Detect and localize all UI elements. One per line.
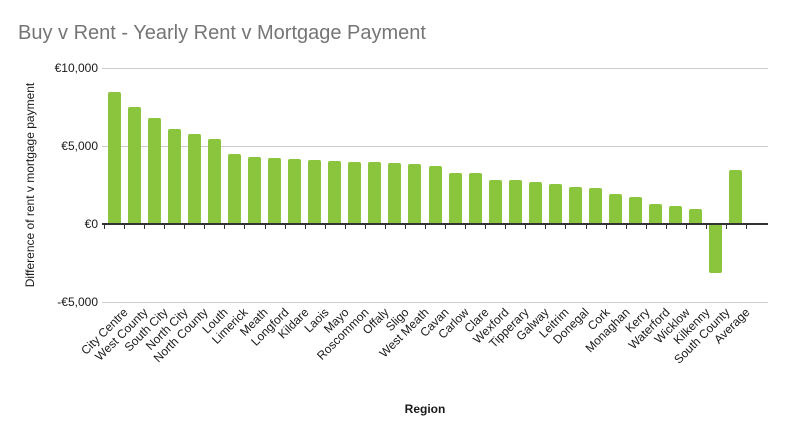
bar-kerry[interactable] <box>629 197 642 224</box>
bar-south-city[interactable] <box>148 118 161 224</box>
bar-meath[interactable] <box>248 157 261 224</box>
x-axis-tick <box>405 224 406 229</box>
bar-wicklow[interactable] <box>669 206 682 224</box>
x-axis-tick <box>265 224 266 229</box>
x-axis-tick <box>285 224 286 229</box>
x-axis-tick <box>204 224 205 229</box>
x-axis-tick <box>425 224 426 229</box>
x-axis-tick <box>586 224 587 229</box>
bar-kilkenny[interactable] <box>689 209 702 224</box>
gridline--5000 <box>102 302 768 303</box>
bar-limerick[interactable] <box>228 154 241 224</box>
bar-average[interactable] <box>729 170 742 224</box>
bar-waterford[interactable] <box>649 204 662 224</box>
x-axis-tick <box>565 224 566 229</box>
x-axis-tick <box>244 224 245 229</box>
ytick-label-10000: €10,000 <box>54 61 98 75</box>
bar-south-county[interactable] <box>709 225 722 273</box>
x-axis-tick <box>545 224 546 229</box>
x-axis-tick <box>726 224 727 229</box>
x-axis-tick <box>686 224 687 229</box>
x-axis-tick <box>626 224 627 229</box>
bar-leitrim[interactable] <box>549 184 562 224</box>
zero-axis-line <box>102 223 768 225</box>
x-axis-tick <box>746 224 747 229</box>
ytick-label--5000: -€5,000 <box>57 295 98 309</box>
gridline-10000 <box>102 68 768 69</box>
x-axis-tick <box>505 224 506 229</box>
bar-north-city[interactable] <box>168 129 181 224</box>
bar-monaghan[interactable] <box>609 194 622 224</box>
x-axis-tick <box>365 224 366 229</box>
x-axis-tick <box>305 224 306 229</box>
x-axis-tick <box>104 224 105 229</box>
bar-clare[interactable] <box>469 173 482 224</box>
x-axis-title: Region <box>404 402 446 416</box>
x-axis-tick <box>224 224 225 229</box>
bar-mayo[interactable] <box>328 161 341 224</box>
bar-offaly[interactable] <box>368 162 381 224</box>
bar-wexford[interactable] <box>489 180 502 224</box>
x-axis-tick <box>465 224 466 229</box>
bar-galway[interactable] <box>529 182 542 224</box>
x-axis-tick <box>606 224 607 229</box>
ytick-label-5000: €5,000 <box>61 139 98 153</box>
bar-donegal[interactable] <box>569 187 582 224</box>
x-axis-tick <box>706 224 707 229</box>
x-axis-tick <box>646 224 647 229</box>
bar-north-county[interactable] <box>188 134 201 224</box>
bar-sligo[interactable] <box>388 163 401 224</box>
x-axis-tick <box>124 224 125 229</box>
bar-cork[interactable] <box>589 188 602 224</box>
bar-west-county[interactable] <box>128 107 141 224</box>
x-axis-tick <box>345 224 346 229</box>
bar-city-centre[interactable] <box>108 92 121 224</box>
bar-longford[interactable] <box>268 158 281 224</box>
x-axis-tick <box>525 224 526 229</box>
x-axis-tick <box>666 224 667 229</box>
bar-cavan[interactable] <box>429 166 442 224</box>
chart-title: Buy v Rent - Yearly Rent v Mortgage Paym… <box>18 22 426 44</box>
x-axis-tick <box>385 224 386 229</box>
x-axis-tick <box>144 224 145 229</box>
bar-tipperary[interactable] <box>509 180 522 224</box>
gridline-5000 <box>102 146 768 147</box>
bar-carlow[interactable] <box>449 173 462 224</box>
y-axis-title: Difference of rent v mortgage payment <box>23 82 37 288</box>
x-axis-tick <box>445 224 446 229</box>
bar-roscommon[interactable] <box>348 162 361 224</box>
x-axis-tick <box>184 224 185 229</box>
bar-laois[interactable] <box>308 160 321 224</box>
bar-kildare[interactable] <box>288 159 301 224</box>
bar-west-meath[interactable] <box>408 164 421 224</box>
bar-louth[interactable] <box>208 139 221 224</box>
x-axis-tick <box>164 224 165 229</box>
ytick-label-0: €0 <box>84 217 98 231</box>
x-axis-tick <box>485 224 486 229</box>
x-axis-tick <box>325 224 326 229</box>
